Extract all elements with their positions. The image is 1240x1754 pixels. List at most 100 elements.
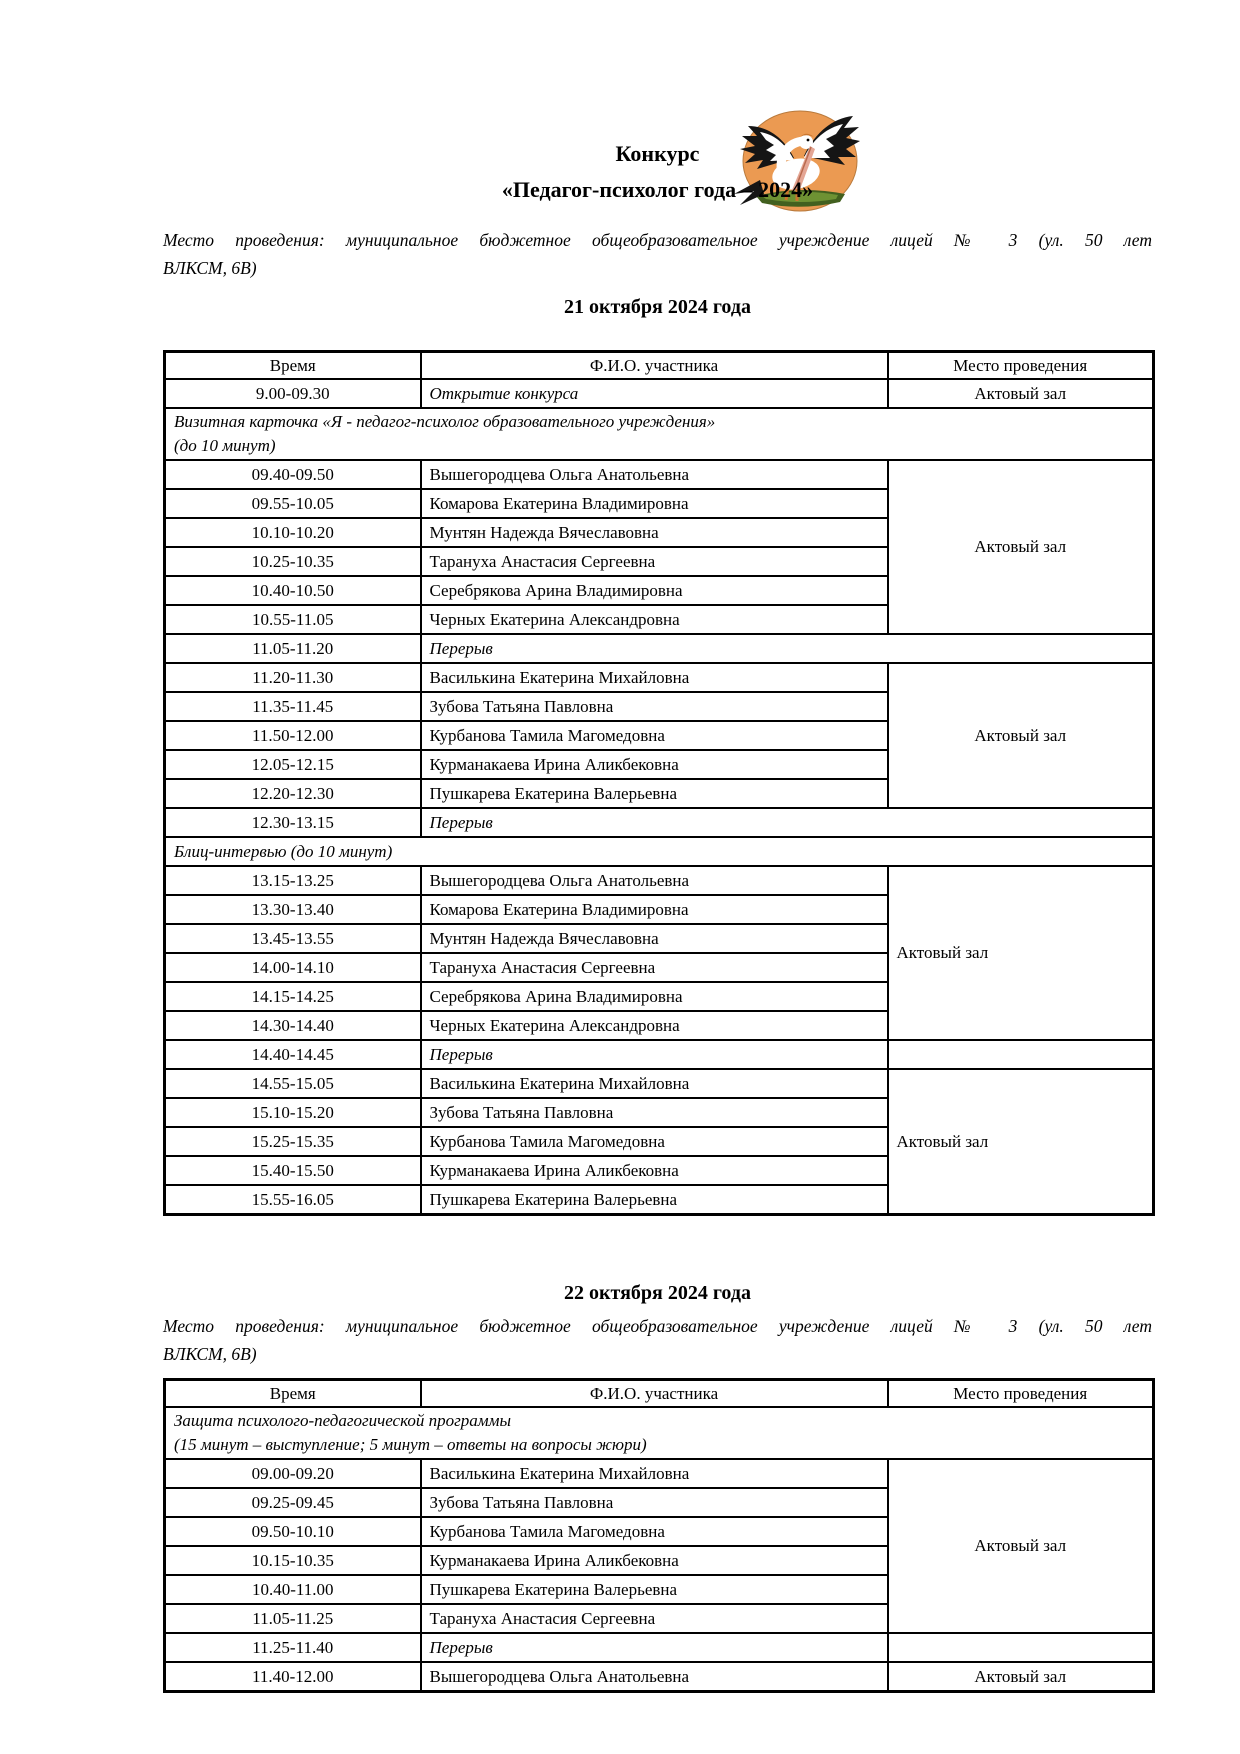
time-cell: 15.25-15.35 <box>163 1126 422 1157</box>
location-cell: Актовый зал <box>886 378 1155 409</box>
time-cell: 12.20-12.30 <box>163 778 422 809</box>
participant-cell: Комарова Екатерина Владимировна <box>419 488 889 519</box>
schedule-row: 15.25-15.35 Курбанова Тамила Магомедовна <box>163 1126 1154 1157</box>
time-cell: 14.55-15.05 <box>163 1068 422 1099</box>
time-cell: 13.45-13.55 <box>163 923 422 954</box>
participant-cell: Зубова Татьяна Павловна <box>419 1097 889 1128</box>
time-cell: 10.40-11.00 <box>163 1574 422 1605</box>
schedule-row: 12.20-12.30 Пушкарева Екатерина Валерьевн… <box>163 778 1154 809</box>
participant-cell: Василькина Екатерина Михайловна <box>419 1068 889 1099</box>
schedule-row: 09.50-10.10 Курбанова Тамила Магомедовна <box>163 1516 1154 1547</box>
schedule-row: 10.40-11.00 Пушкарева Екатерина Валерьевн… <box>163 1574 1154 1605</box>
pelican-tail <box>734 180 764 205</box>
schedule-row: 11.40-12.00 Вышегородцева Ольга Анатольев… <box>163 1661 1155 1693</box>
participant-cell: Серебрякова Арина Владимировна <box>419 981 889 1012</box>
participant-cell: Открытие конкурса <box>419 378 889 409</box>
time-cell: 10.40-10.50 <box>163 575 422 606</box>
section-title-line: Защита психолого-педагогической программ… <box>174 1411 512 1430</box>
column-header-0: Время <box>163 1378 422 1408</box>
participant-cell: Курманакаева Ирина Аликбековна <box>419 1545 889 1576</box>
time-cell: 11.20-11.30 <box>163 662 422 693</box>
time-cell: 10.55-11.05 <box>163 604 422 635</box>
column-header-row: Время Ф.И.О. участника Место проведения <box>163 1378 1155 1408</box>
participant-cell: Курбанова Тамила Магомедовна <box>419 720 889 751</box>
schedule-row: 11.05-11.25 Тарануха Анастасия Сергеевна <box>163 1603 1154 1634</box>
participant-cell: Перерыв <box>419 633 1155 664</box>
pelican-legs <box>784 187 799 201</box>
date-heading-day2: 22 октября 2024 года <box>564 1282 751 1304</box>
break-row: 12.30-13.15 Перерыв <box>163 807 1155 838</box>
participant-cell: Мунтян Надежда Вячеславовна <box>419 923 889 954</box>
schedule-row: 11.35-11.45 Зубова Татьяна Павловна <box>163 691 1154 722</box>
schedule-row: 15.10-15.20 Зубова Татьяна Павловна <box>163 1097 1154 1128</box>
time-cell: 09.55-10.05 <box>163 488 422 519</box>
time-cell: 10.15-10.35 <box>163 1545 422 1576</box>
column-header-2: Место проведения <box>886 1378 1155 1408</box>
schedule-row: 13.30-13.40 Комарова Екатерина Владимиров… <box>163 894 1154 925</box>
location-cell: Актовый зал <box>886 459 1155 635</box>
participant-cell: Тарануха Анастасия Сергеевна <box>419 1603 889 1634</box>
participant-cell: Вышегородцева Ольга Анатольевна <box>419 459 889 490</box>
location-cell <box>886 1632 1155 1663</box>
time-cell: 11.35-11.45 <box>163 691 422 722</box>
time-cell: 10.10-10.20 <box>163 517 422 548</box>
pelican-logo <box>696 106 866 220</box>
schedule-row: 09.40-09.50 Вышегородцева Ольга Анатольев… <box>163 459 1155 635</box>
participant-cell: Василькина Екатерина Михайловна <box>419 1458 889 1489</box>
time-cell: 14.40-14.45 <box>163 1039 422 1070</box>
time-cell: 11.40-12.00 <box>163 1661 422 1693</box>
location-cell: Актовый зал <box>886 865 1155 1041</box>
schedule-row: 14.15-14.25 Серебрякова Арина Владимировн… <box>163 981 1154 1012</box>
column-header-1: Ф.И.О. участника <box>419 350 889 380</box>
schedule-row: 15.40-15.50 Курманакаева Ирина Аликбековн… <box>163 1155 1154 1186</box>
participant-cell: Перерыв <box>419 807 1155 838</box>
schedule-row: 10.55-11.05 Черных Екатерина Александровн… <box>163 604 1154 635</box>
time-cell: 13.30-13.40 <box>163 894 422 925</box>
time-cell: 14.15-14.25 <box>163 981 422 1012</box>
column-header-2: Место проведения <box>886 350 1155 380</box>
time-cell: 11.25-11.40 <box>163 1632 422 1663</box>
participant-cell: Зубова Татьяна Павловна <box>419 691 889 722</box>
schedule-table-day2: Время Ф.И.О. участника Место проведения Защ… <box>163 1378 1155 1693</box>
section-row: Блиц-интервью (до 10 минут) <box>163 836 1155 867</box>
schedule-row: 14.00-14.10 Тарануха Анастасия Сергеевна <box>163 952 1154 983</box>
break-row: 11.25-11.40 Перерыв <box>163 1632 1155 1663</box>
time-cell: 13.15-13.25 <box>163 865 422 896</box>
participant-cell: Черных Екатерина Александровна <box>419 604 889 635</box>
time-cell: 14.30-14.40 <box>163 1010 422 1041</box>
section-title-cell: Блиц-интервью (до 10 минут) <box>163 836 1155 867</box>
participant-cell: Василькина Екатерина Михайловна <box>419 662 889 693</box>
pelican-beak-line <box>794 146 812 191</box>
schedule-row: 14.30-14.40 Черных Екатерина Александровн… <box>163 1010 1154 1041</box>
section-title-line: (до 10 минут) <box>174 436 276 455</box>
participant-cell: Пушкарева Екатерина Валерьевна <box>419 1574 889 1605</box>
time-cell: 15.40-15.50 <box>163 1155 422 1186</box>
section-title-line: Блиц-интервью (до 10 минут) <box>174 841 393 861</box>
participant-cell: Зубова Татьяна Павловна <box>419 1487 889 1518</box>
participant-cell: Курбанова Тамила Магомедовна <box>419 1126 889 1157</box>
pelican-logo-graphic <box>734 110 860 212</box>
section-row: Защита психолого-педагогической программ… <box>163 1406 1155 1460</box>
venue-note-line: ВЛКСМ, 6В) <box>163 1344 257 1364</box>
schedule-row: 13.15-13.25 Вышегородцева Ольга Анатольев… <box>163 865 1155 1041</box>
participant-cell: Вышегородцева Ольга Анатольевна <box>419 865 889 896</box>
schedule-row: 09.00-09.20 Василькина Екатерина Михайлов… <box>163 1458 1155 1634</box>
schedule-row: 10.10-10.20 Мунтян Надежда Вячеславовна <box>163 517 1154 548</box>
pelican-eye <box>806 138 810 142</box>
participant-cell: Серебрякова Арина Владимировна <box>419 575 889 606</box>
schedule-row: 09.25-09.45 Зубова Татьяна Павловна <box>163 1487 1154 1518</box>
participant-cell: Тарануха Анастасия Сергеевна <box>419 952 889 983</box>
participant-cell: Пушкарева Екатерина Валерьевна <box>419 778 889 809</box>
schedule-row: 10.25-10.35 Тарануха Анастасия Сергеевна <box>163 546 1154 577</box>
title-line-2: «Педагог-психолог года – 2024» <box>501 177 814 202</box>
venue-note-line: ВЛКСМ, 6В) <box>163 258 257 278</box>
section-title-line: (15 минут – выступление; 5 минут – ответ… <box>174 1435 647 1454</box>
pelican-crest <box>801 133 814 137</box>
time-cell: 9.00-09.30 <box>163 378 422 409</box>
logo-grass-light <box>762 191 838 202</box>
venue-note-day1: Место проведения: муниципальное бюджетно… <box>163 226 1152 282</box>
participant-cell: Комарова Екатерина Владимировна <box>419 894 889 925</box>
participant-cell: Черных Екатерина Александровна <box>419 1010 889 1041</box>
column-header-0: Время <box>163 350 422 380</box>
